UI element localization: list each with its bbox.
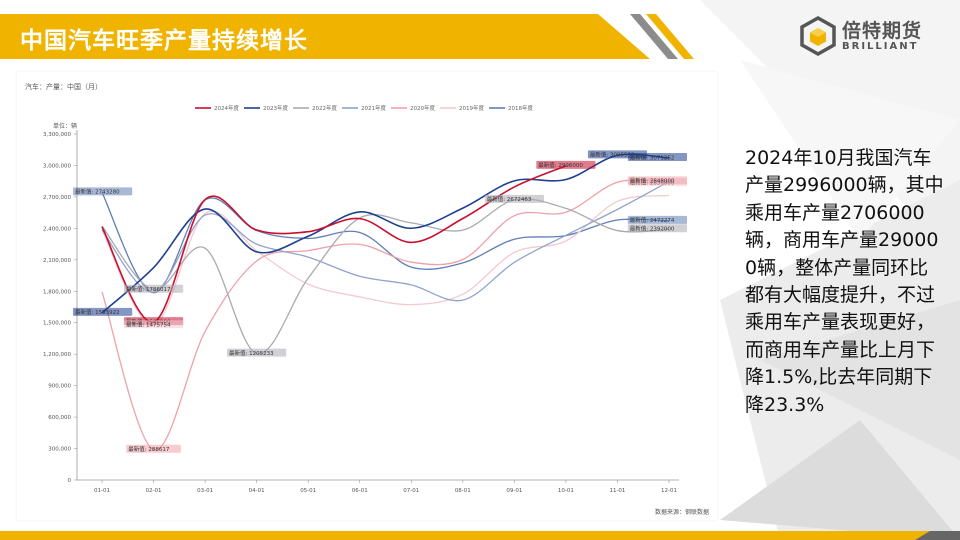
x-tick-label: 08-01 (455, 488, 471, 494)
data-label-10: 最新值: 1475754 (126, 321, 171, 329)
data-label-12: 最新值: 288617 (128, 445, 170, 453)
y-tick-label: 3,300,000 (43, 132, 71, 138)
data-label-bg-0 (536, 160, 596, 169)
data-label-bg-10 (123, 320, 184, 329)
y-tick-label: 1,200,000 (43, 352, 71, 358)
data-label-13: 最新值: 1205233 (229, 349, 274, 357)
bottom-bar (0, 531, 960, 540)
y-tick-label: 2,100,000 (43, 258, 71, 264)
data-label-14: 最新值: 2672463 (487, 195, 532, 203)
series-line-1 (101, 153, 670, 314)
chart-header: 汽车：产量：中国（月） (25, 83, 102, 91)
legend-label-4: 2020年度 (410, 104, 435, 112)
x-tick-label: 02-01 (146, 488, 162, 494)
title-bar (0, 14, 650, 59)
chart-source: 数据来源：钢联数据 (655, 509, 710, 516)
cube-logo-icon (800, 16, 836, 56)
x-tick-label: 06-01 (352, 488, 368, 494)
y-tick-label: 1,800,000 (43, 289, 71, 295)
data-label-bg-13 (227, 348, 287, 357)
y-tick-label: 2,700,000 (43, 195, 71, 201)
data-label-bg-2 (627, 153, 687, 162)
summary-text: 2024年10月我国汽车产量2996000辆，其中乘用车产量2706000辆，商… (745, 147, 944, 416)
title-bar-stripes (630, 14, 694, 59)
legend-label-0: 2024年度 (214, 104, 239, 112)
series-line-5 (101, 194, 670, 326)
y-tick-label: 0 (68, 478, 72, 484)
series-line-3 (101, 181, 670, 302)
x-tick-label: 03-01 (197, 488, 213, 494)
data-label-bg-7 (73, 187, 133, 196)
x-tick-label: 01-01 (94, 488, 110, 494)
y-unit-label: 单位：辆 (53, 122, 77, 130)
data-label-11: 最新值: 1786017 (126, 285, 171, 293)
x-tick-label: 09-01 (506, 488, 522, 494)
data-label-bg-6 (627, 224, 687, 233)
legend-label-2: 2022年度 (312, 104, 337, 112)
legend-label-6: 2018年度 (508, 104, 533, 112)
y-tick-label: 1,500,000 (43, 321, 71, 327)
x-tick-label: 07-01 (403, 488, 419, 494)
brand-name-cn: 倍特期货 (842, 20, 923, 42)
series-line-4 (101, 179, 670, 451)
chart-panel: 汽车：产量：中国（月） 单位：辆 0 300,000 600,000 900,000 1,… (17, 72, 717, 520)
data-label-1: 最新值: 3095532 (590, 151, 635, 159)
data-label-5: 最新值: 2472274 (630, 216, 675, 224)
x-tick-label: 12-01 (661, 488, 677, 494)
x-tick-label: 11-01 (609, 488, 625, 494)
x-tick-label: 04-01 (249, 488, 265, 494)
legend-label-5: 2019年度 (459, 104, 484, 112)
brand-name-en: BRILLIANT (842, 41, 919, 52)
x-tick-label: 10-01 (558, 488, 574, 494)
data-label-6: 最新值: 2392000 (630, 225, 675, 233)
data-label-bg-14 (484, 194, 544, 203)
production-line-chart: 单位：辆 0 300,000 600,000 900,000 1,200,000 1,500… (43, 104, 687, 494)
y-tick-label: 2,400,000 (43, 226, 71, 232)
data-label-bg-4 (627, 176, 687, 185)
data-label-2: 最新值: 3071252 (630, 153, 675, 161)
data-label-7: 最新值: 2743280 (75, 188, 120, 196)
data-label-bg-8 (73, 307, 133, 316)
legend-label-3: 2021年度 (361, 104, 386, 112)
series-line-0 (101, 165, 567, 323)
data-label-bg-12 (126, 444, 181, 453)
data-label-bg-5 (627, 215, 687, 224)
y-tick-label: 900,000 (48, 384, 71, 390)
data-label-4: 最新值: 2848000 (630, 177, 675, 185)
page-title: 中国汽车旺季产量持续增长 (20, 28, 308, 54)
y-tick-label: 3,000,000 (43, 163, 71, 169)
y-tick-label: 600,000 (48, 415, 71, 421)
legend-label-1: 2023年度 (263, 104, 288, 112)
x-tick-label: 05-01 (300, 488, 316, 494)
series-line-2 (101, 198, 670, 355)
data-label-bg-11 (123, 284, 184, 293)
data-label-0: 最新值: 2996000 (538, 161, 583, 169)
data-label-8: 最新值: 1593922 (75, 308, 120, 316)
brand-logo: 倍特期货 BRILLIANT (800, 14, 950, 60)
y-tick-label: 300,000 (48, 447, 71, 453)
